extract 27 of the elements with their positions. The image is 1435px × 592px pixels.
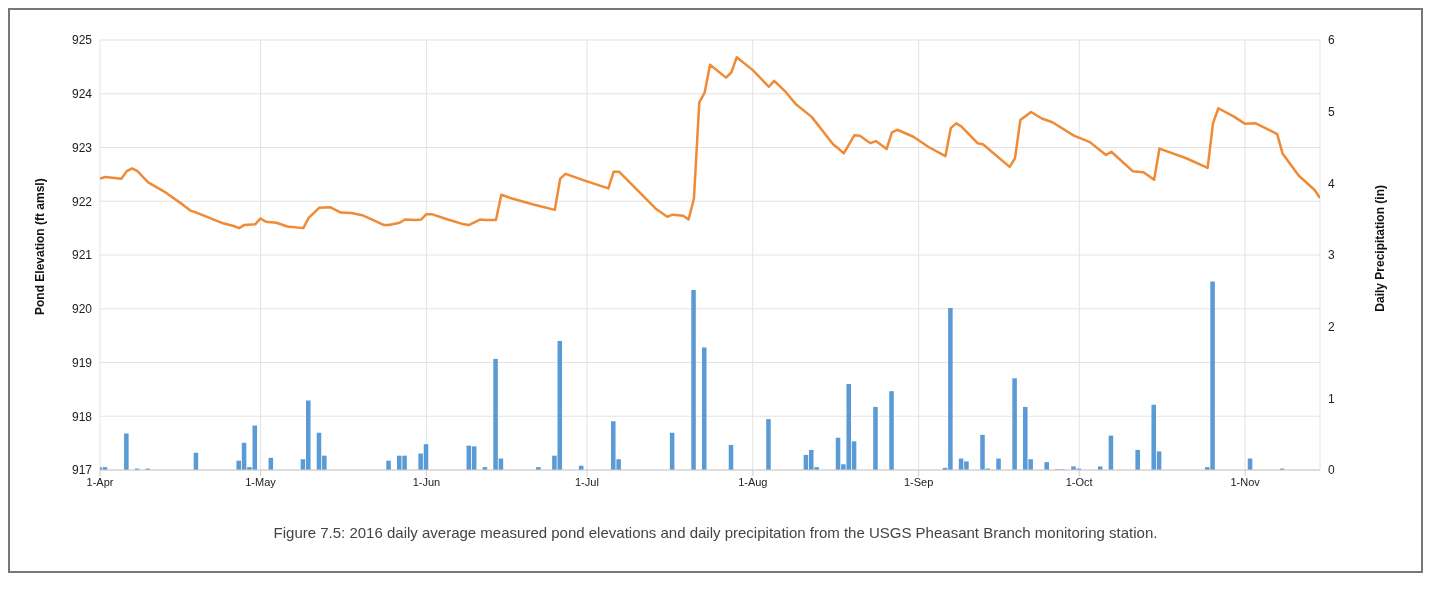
caption: Figure 7.5: 2016 daily average measured pond elevations and daily precipitation from the USGS Pheasant Branch monitoring station. [272, 523, 1159, 543]
y-axis-title: Pond Elevation (ft amsl) [33, 178, 48, 315]
y2-tick-label: 5 [1328, 104, 1335, 119]
y2-tick-label: 0 [1328, 463, 1335, 478]
y-tick-label: 922 [71, 194, 93, 209]
x-tick-label: 1-Aug [738, 475, 768, 488]
x-tick-label: 1-Sep [904, 475, 934, 488]
y-tick-label: 921 [71, 248, 93, 263]
y2-tick-label: 4 [1328, 176, 1335, 191]
x-tick-label: 1-Apr [86, 475, 114, 488]
y2-tick-label: 3 [1328, 248, 1335, 263]
y-tick-label: 918 [71, 409, 93, 424]
y-tick-label: 925 [71, 33, 93, 48]
y-tick-label: 917 [71, 463, 93, 478]
y2-tick-label: 1 [1328, 391, 1335, 406]
y-tick-label: 923 [71, 140, 93, 155]
x-tick-label: 1-May [245, 475, 277, 488]
y-tick-label: 924 [71, 87, 93, 102]
y2-tick-label: 6 [1328, 33, 1335, 48]
y2-axis-title: Daily Precipitation (in) [1373, 185, 1388, 312]
x-tick-label: 1-Jul [575, 475, 599, 488]
x-tick-label: 1-Jun [412, 475, 441, 488]
y2-tick-label: 2 [1328, 319, 1335, 334]
y-tick-label: 920 [71, 302, 93, 317]
x-tick-label: 1-Oct [1065, 475, 1093, 488]
y-tick-label: 919 [71, 355, 93, 370]
x-tick-label: 1-Nov [1230, 475, 1261, 488]
